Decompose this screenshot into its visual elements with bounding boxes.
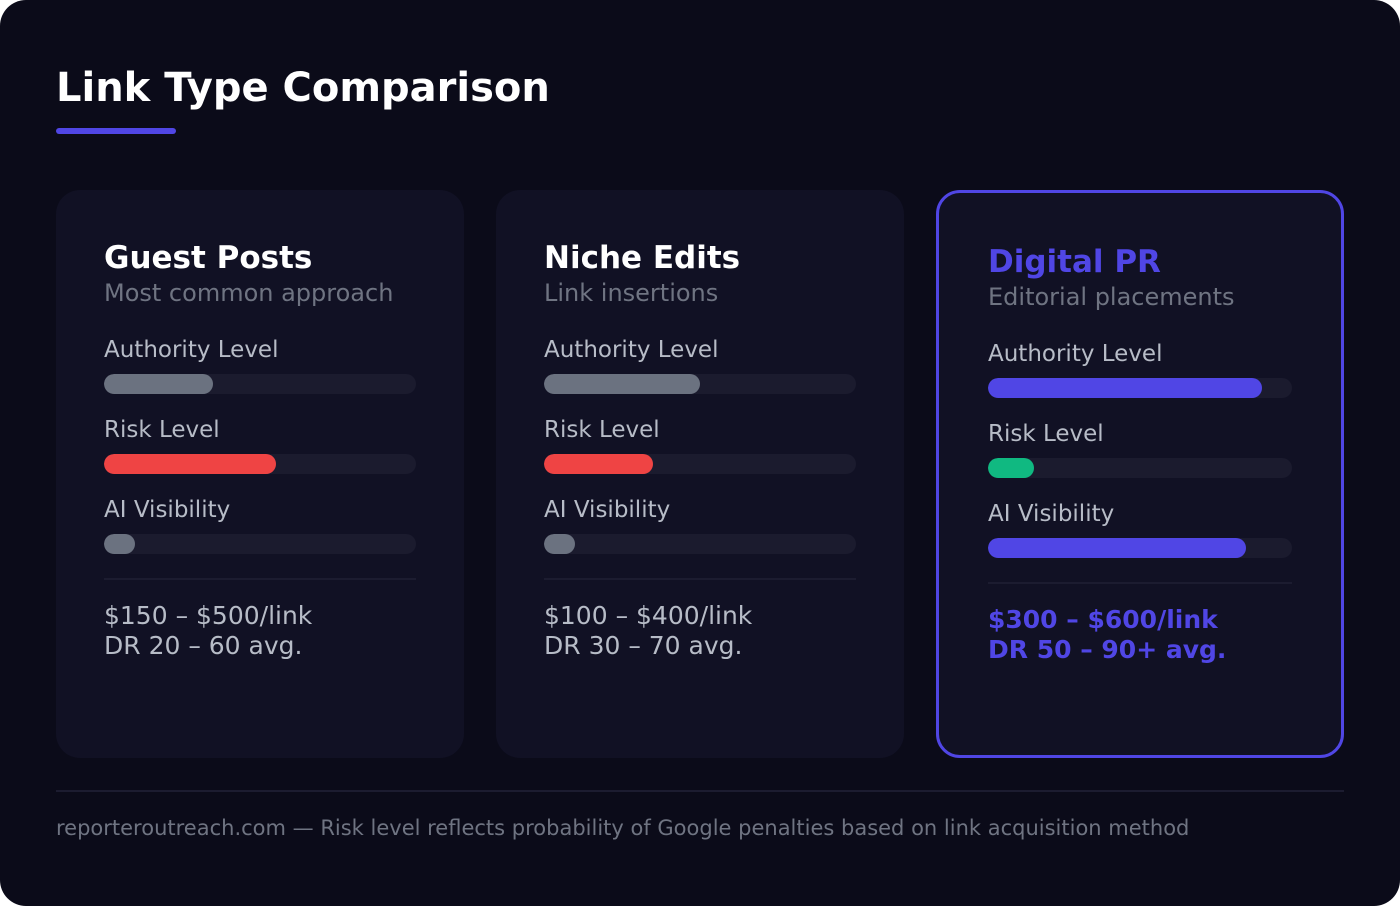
risk-level-bar-fill: [988, 458, 1034, 478]
price-range: $300 – $600/link: [988, 605, 1218, 634]
metric-label: Authority Level: [988, 341, 1163, 367]
risk-level-bar: [988, 458, 1292, 478]
metric-authority-level: Authority Level: [104, 334, 416, 414]
metric-authority-level: Authority Level: [988, 338, 1292, 418]
ai-visibility-bar: [104, 534, 416, 554]
card-divider: [104, 578, 416, 580]
card-title: Guest Posts: [104, 240, 313, 276]
footer-divider: [56, 790, 1344, 792]
metric-ai-visibility: AI Visibility: [104, 494, 416, 574]
metric-list: Authority Level Risk Level AI Visibility: [544, 334, 856, 574]
metric-label: Risk Level: [988, 421, 1104, 447]
metric-ai-visibility: AI Visibility: [988, 498, 1292, 578]
card-title: Niche Edits: [544, 240, 741, 276]
dr-range: DR 20 – 60 avg.: [104, 631, 303, 660]
metric-label: Authority Level: [104, 337, 279, 363]
title-underline: [56, 128, 176, 134]
ai-visibility-bar-fill: [104, 534, 136, 554]
authority-level-bar: [544, 374, 856, 394]
metric-label: AI Visibility: [104, 497, 231, 523]
metric-label: Risk Level: [104, 417, 220, 443]
authority-level-bar: [988, 378, 1292, 398]
metric-label: Risk Level: [544, 417, 660, 443]
metric-risk-level: Risk Level: [988, 418, 1292, 498]
risk-level-bar-fill: [104, 454, 276, 474]
metric-risk-level: Risk Level: [544, 414, 856, 494]
risk-level-bar: [104, 454, 416, 474]
card-niche-edits: Niche Edits Link insertions Authority Le…: [496, 190, 904, 758]
price-range: $150 – $500/link: [104, 601, 313, 630]
page-title: Link Type Comparison: [56, 65, 550, 111]
metric-label: AI Visibility: [544, 497, 671, 523]
metric-list: Authority Level Risk Level AI Visibility: [104, 334, 416, 574]
metric-list: Authority Level Risk Level AI Visibility: [988, 338, 1292, 578]
authority-level-bar: [104, 374, 416, 394]
metric-label: Authority Level: [544, 337, 719, 363]
metric-authority-level: Authority Level: [544, 334, 856, 414]
card-guest-posts: Guest Posts Most common approach Authori…: [56, 190, 464, 758]
card-title: Digital PR: [988, 244, 1161, 280]
card-digital-pr: Digital PR Editorial placements Authorit…: [936, 190, 1344, 758]
metric-risk-level: Risk Level: [104, 414, 416, 494]
authority-level-bar-fill: [104, 374, 214, 394]
ai-visibility-bar-fill: [988, 538, 1247, 558]
authority-level-bar-fill: [544, 374, 700, 394]
risk-level-bar: [544, 454, 856, 474]
ai-visibility-bar-fill: [544, 534, 576, 554]
dr-range: DR 30 – 70 avg.: [544, 631, 743, 660]
metric-label: AI Visibility: [988, 501, 1115, 527]
ai-visibility-bar: [988, 538, 1292, 558]
card-divider: [544, 578, 856, 580]
price-range: $100 – $400/link: [544, 601, 753, 630]
metric-ai-visibility: AI Visibility: [544, 494, 856, 574]
authority-level-bar-fill: [988, 378, 1262, 398]
risk-level-bar-fill: [544, 454, 654, 474]
card-subtitle: Most common approach: [104, 279, 394, 307]
card-divider: [988, 582, 1292, 584]
card-subtitle: Link insertions: [544, 279, 719, 307]
ai-visibility-bar: [544, 534, 856, 554]
footer-note: reporteroutreach.com — Risk level reflec…: [56, 816, 1190, 840]
dr-range: DR 50 – 90+ avg.: [988, 635, 1227, 664]
card-subtitle: Editorial placements: [988, 283, 1235, 311]
